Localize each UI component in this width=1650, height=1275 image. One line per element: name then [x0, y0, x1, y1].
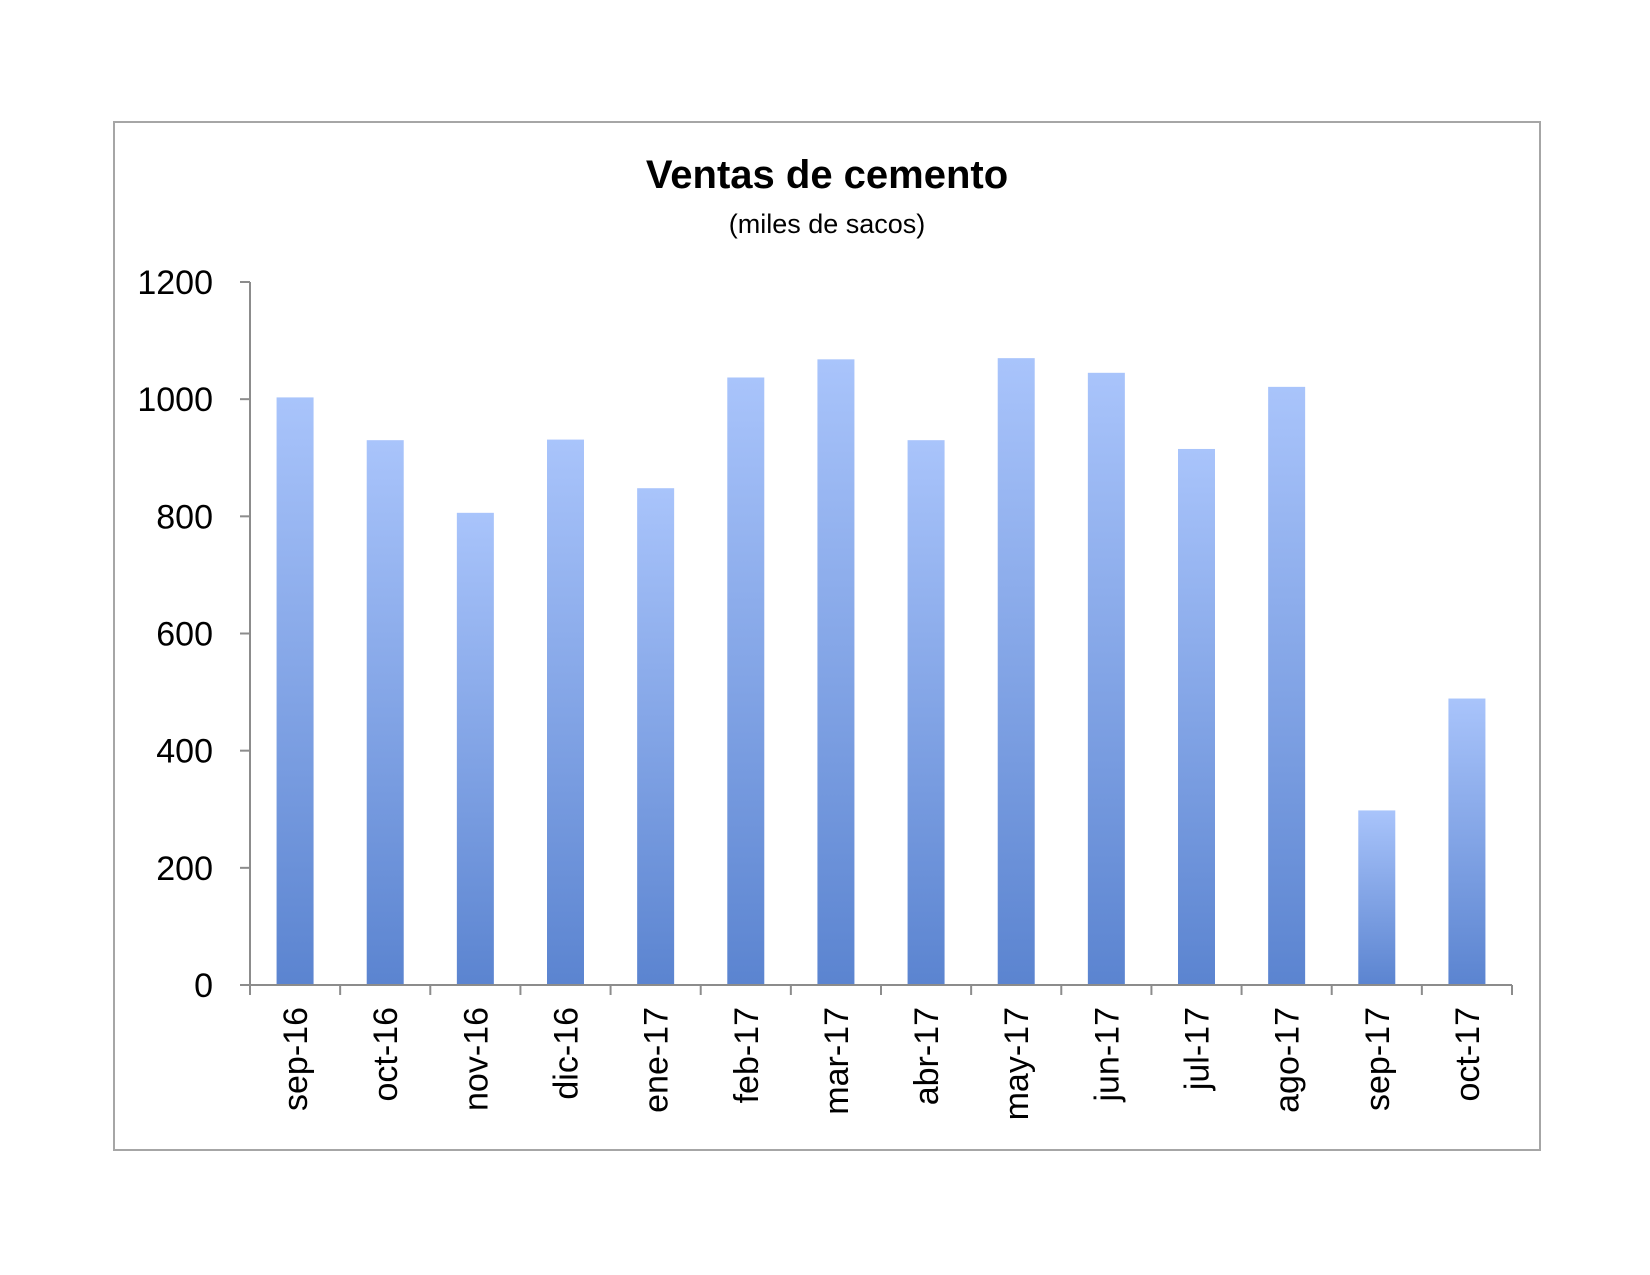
chart-subtitle: (miles de sacos): [729, 209, 926, 239]
y-tick-label: 400: [156, 733, 213, 771]
x-tick-label: sep-16: [277, 1007, 315, 1111]
y-tick-label: 600: [156, 616, 213, 654]
x-tick-label: oct-17: [1449, 1007, 1487, 1102]
chart-title: Ventas de cemento: [646, 153, 1008, 197]
bar-may-17: [997, 358, 1035, 985]
y-tick-label: 200: [156, 850, 213, 888]
x-tick-label: may-17: [998, 1007, 1036, 1120]
bar-jul-17: [1178, 448, 1215, 985]
x-tick-label: nov-16: [457, 1007, 495, 1111]
bar-nov-16: [456, 512, 494, 985]
bar-abr-17: [907, 440, 945, 985]
bar-sep-16: [276, 397, 314, 985]
bar-feb-17: [727, 377, 765, 985]
x-tick-label: jul-17: [1179, 1007, 1217, 1091]
bar-mar-17: [817, 359, 855, 986]
y-tick-label: 1200: [137, 264, 213, 302]
bar-oct-17: [1448, 698, 1486, 985]
x-tick-label: oct-16: [367, 1007, 405, 1102]
x-tick-label: ago-17: [1269, 1007, 1307, 1113]
y-axis: 0 200 400 600 800 1000 1200: [137, 264, 251, 1005]
x-tick-label: mar-17: [818, 1007, 856, 1115]
x-tick-label: abr-17: [908, 1007, 946, 1105]
bar-sep-17: [1358, 810, 1396, 985]
bar-oct-16: [366, 440, 404, 985]
x-axis: sep-16 oct-16 nov-16 dic-16 ene-17 feb-17 mar-…: [249, 984, 1513, 1120]
bar-dic-16: [547, 439, 584, 985]
y-tick-label: 1000: [137, 381, 213, 419]
x-tick-label: ene-17: [638, 1007, 676, 1113]
x-tick-label: jun-17: [1088, 1007, 1126, 1103]
x-tick-label: sep-17: [1359, 1007, 1397, 1111]
bar-ene-17: [637, 488, 675, 985]
y-tick-label: 800: [156, 498, 213, 536]
x-tick-label: dic-16: [548, 1007, 586, 1100]
bars: [276, 358, 1486, 986]
y-tick-label: 0: [194, 967, 213, 1005]
bar-ago-17: [1268, 386, 1306, 986]
bar-jun-17: [1087, 372, 1125, 985]
x-tick-label: feb-17: [728, 1007, 766, 1103]
